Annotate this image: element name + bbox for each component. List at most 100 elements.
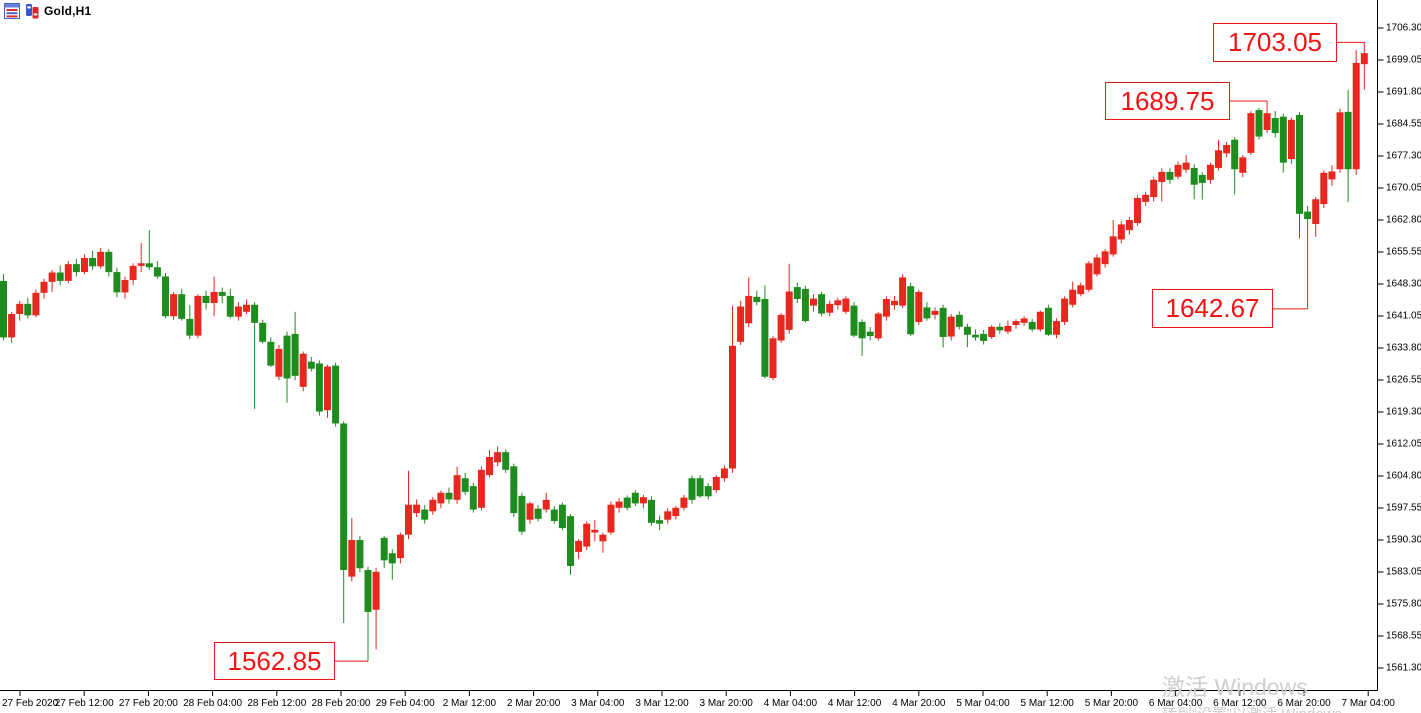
price-tick-label: 1583.05 bbox=[1386, 567, 1421, 578]
chart-bars-icon bbox=[24, 3, 40, 19]
candle-body bbox=[769, 338, 777, 379]
candle-body bbox=[882, 299, 890, 317]
candle-body bbox=[1312, 199, 1320, 224]
candle-body bbox=[526, 503, 534, 520]
candle-body bbox=[202, 295, 210, 303]
watermark-line2: 转到“设置”以激活 Windows。 bbox=[1162, 706, 1357, 713]
price-tick-label: 1619.30 bbox=[1386, 407, 1421, 418]
price-callout-1703-05: 1703.05 bbox=[1213, 23, 1337, 62]
candle-body bbox=[364, 570, 372, 612]
candle-body bbox=[1158, 171, 1166, 183]
candle-body bbox=[275, 348, 283, 377]
candle-body bbox=[97, 251, 105, 267]
price-tick-label: 1677.30 bbox=[1386, 151, 1421, 162]
price-tick-label: 1655.55 bbox=[1386, 247, 1421, 258]
candle-body bbox=[1239, 157, 1247, 173]
candle-body bbox=[170, 294, 178, 317]
watermark-line1: 激活 Windows bbox=[1162, 674, 1308, 700]
candle-body bbox=[858, 321, 866, 339]
candle-body bbox=[591, 529, 599, 533]
candle-body bbox=[737, 306, 745, 342]
time-tick-label: 27 Feb 2020 bbox=[2, 698, 59, 709]
candle-body bbox=[137, 263, 145, 266]
candle-body bbox=[680, 497, 688, 508]
time-tick-label: 27 Feb 20:00 bbox=[119, 698, 178, 709]
candle-body bbox=[664, 511, 672, 520]
candle-body bbox=[178, 294, 186, 319]
candle-body bbox=[972, 334, 979, 338]
candle-body bbox=[542, 499, 550, 510]
candle-body bbox=[429, 499, 437, 512]
price-tick-label: 1691.80 bbox=[1386, 87, 1421, 98]
price-tick-label: 1590.30 bbox=[1386, 535, 1421, 546]
time-tick-label: 4 Mar 04:00 bbox=[764, 698, 818, 709]
time-tick-label: 5 Mar 12:00 bbox=[1021, 698, 1075, 709]
candle-body bbox=[1231, 139, 1239, 170]
candle-body bbox=[1352, 62, 1360, 170]
candle-body bbox=[24, 303, 32, 316]
candle-body bbox=[32, 292, 40, 316]
candle-body bbox=[729, 345, 736, 469]
candle-body bbox=[1036, 311, 1044, 330]
time-tick-label: 2 Mar 20:00 bbox=[507, 698, 561, 709]
candle-body bbox=[1328, 171, 1336, 180]
candle-body bbox=[502, 452, 510, 470]
candle-body bbox=[486, 457, 493, 476]
chart-header: Gold,H1 bbox=[4, 3, 91, 19]
candle-body bbox=[1109, 236, 1117, 255]
candle-body bbox=[518, 495, 526, 532]
candle-body bbox=[1166, 171, 1174, 180]
candle-body bbox=[477, 469, 485, 508]
price-callout-1689-75: 1689.75 bbox=[1105, 82, 1230, 120]
candle-body bbox=[356, 540, 364, 569]
time-tick-label: 29 Feb 04:00 bbox=[376, 698, 435, 709]
candle-body bbox=[421, 509, 429, 520]
candle-body bbox=[218, 291, 226, 296]
time-tick-label: 4 Mar 20:00 bbox=[892, 698, 946, 709]
candle-body bbox=[631, 492, 639, 504]
candle-body bbox=[777, 314, 785, 341]
price-tick-label: 1684.55 bbox=[1386, 119, 1421, 130]
candle-body bbox=[907, 286, 915, 335]
candle-body bbox=[1360, 53, 1368, 65]
candle-body bbox=[801, 288, 809, 322]
candle-body bbox=[583, 523, 591, 547]
candle-body bbox=[332, 365, 340, 424]
time-tick-label: 28 Feb 20:00 bbox=[312, 698, 371, 709]
candle-body bbox=[324, 366, 331, 411]
candle-body bbox=[494, 452, 502, 463]
candle-body bbox=[534, 508, 542, 519]
price-tick-label: 1670.05 bbox=[1386, 183, 1421, 194]
candle-body bbox=[866, 331, 874, 337]
candle-body bbox=[1182, 162, 1190, 170]
candle-series[interactable] bbox=[0, 42, 1368, 662]
candle-body bbox=[891, 300, 898, 306]
candle-body bbox=[0, 280, 7, 338]
candle-body bbox=[1142, 194, 1150, 202]
time-tick-label: 3 Mar 12:00 bbox=[635, 698, 689, 709]
candle-body bbox=[1263, 113, 1271, 130]
candle-body bbox=[380, 537, 388, 561]
candle-body bbox=[615, 501, 623, 508]
candle-body bbox=[720, 468, 728, 479]
candle-body bbox=[1020, 318, 1028, 323]
candle-body bbox=[1093, 257, 1101, 275]
candle-body bbox=[1190, 167, 1198, 185]
candle-body bbox=[761, 299, 769, 377]
candle-body bbox=[672, 507, 680, 517]
candle-body bbox=[1028, 321, 1036, 330]
candle-body bbox=[842, 298, 850, 312]
candle-body bbox=[105, 251, 113, 273]
candle-body bbox=[469, 486, 477, 510]
candle-body bbox=[40, 281, 48, 293]
candle-body bbox=[963, 326, 971, 335]
candle-body bbox=[291, 333, 299, 376]
price-tick-label: 1641.05 bbox=[1386, 311, 1421, 322]
price-axis[interactable] bbox=[1378, 0, 1421, 690]
candle-body bbox=[267, 341, 275, 366]
candle-body bbox=[1053, 321, 1060, 335]
candle-body bbox=[194, 295, 202, 336]
price-axis-labels: 1706.30 1699.05 1691.80 1684.55 1677.30 1670.… bbox=[1377, 23, 1421, 674]
candle-body bbox=[48, 272, 56, 282]
